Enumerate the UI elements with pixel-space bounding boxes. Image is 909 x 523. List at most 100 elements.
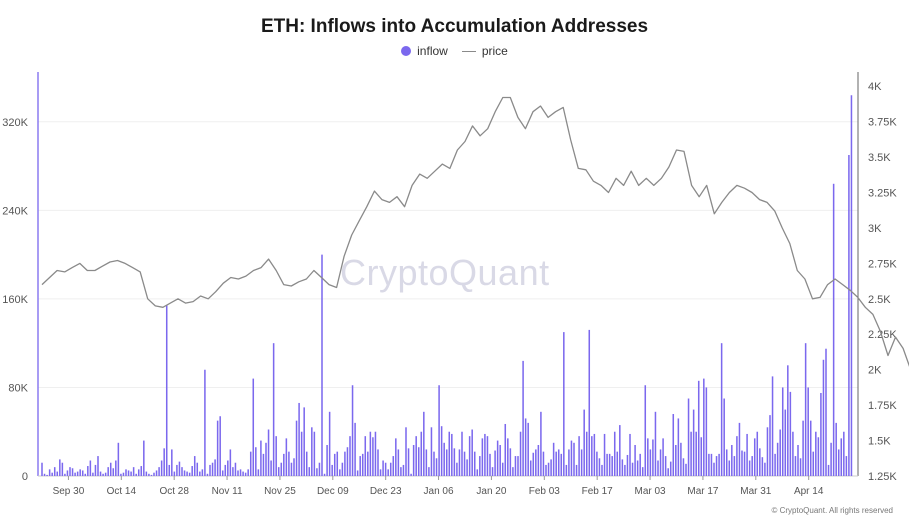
inflow-bar <box>697 380 700 476</box>
y-right-tick-label: 2.5K <box>868 294 891 306</box>
inflow-bar <box>596 451 598 476</box>
inflow-bar <box>109 462 112 476</box>
inflow-bar <box>321 254 323 476</box>
y-right-tick-label: 1.75K <box>868 400 897 412</box>
inflow-bar <box>631 462 634 476</box>
inflow-bar <box>804 343 807 476</box>
inflow-bar <box>428 467 430 476</box>
inflow-bar <box>145 471 148 476</box>
inflow-bar <box>122 472 125 476</box>
inflow-bar <box>710 453 713 476</box>
inflow-bar <box>451 433 453 476</box>
inflow-bar <box>71 468 74 476</box>
inflow-bar <box>232 467 234 476</box>
inflow-bar <box>672 414 675 476</box>
y-left-tick-label: 80K <box>8 382 28 394</box>
inflow-bar <box>837 449 840 476</box>
inflow-bar <box>344 451 346 476</box>
inflow-bar <box>155 470 158 476</box>
inflow-bar <box>489 453 491 476</box>
inflow-bar <box>690 431 692 476</box>
inflow-bar <box>237 470 239 476</box>
inflow-bar <box>456 462 458 476</box>
inflow-bar <box>731 445 733 476</box>
inflow-bar <box>535 449 537 476</box>
inflow-bar <box>664 456 667 476</box>
x-tick-label: Oct 14 <box>107 486 137 497</box>
legend-item-inflow[interactable]: inflow <box>401 44 448 58</box>
inflow-bar <box>41 462 43 476</box>
inflow-bar <box>797 445 799 476</box>
inflow-bar <box>481 438 484 476</box>
x-tick-label: Apr 14 <box>794 486 824 497</box>
inflow-bar <box>211 462 214 476</box>
inflow-bar <box>583 409 585 476</box>
inflow-bar <box>738 422 741 476</box>
inflow-bar <box>746 433 748 476</box>
inflow-bar <box>517 456 519 476</box>
inflow-bar <box>514 456 517 476</box>
inflow-bar <box>629 433 631 476</box>
inflow-bar <box>199 471 201 476</box>
inflow-bar <box>331 464 333 476</box>
inflow-bar <box>290 462 293 476</box>
inflow-bar <box>267 429 270 476</box>
inflow-bar <box>303 407 305 476</box>
inflow-bar <box>165 305 168 476</box>
inflow-bar <box>606 453 608 476</box>
x-tick-label: Jan 06 <box>424 486 454 497</box>
inflow-bar <box>143 440 145 476</box>
inflow-bar <box>359 456 361 476</box>
legend-item-price[interactable]: price <box>461 44 508 58</box>
inflow-bar <box>496 440 499 476</box>
inflow-bar <box>494 450 496 476</box>
inflow-bar <box>384 462 387 476</box>
inflow-bar <box>171 449 173 476</box>
inflow-bar <box>420 431 423 476</box>
inflow-bar <box>51 472 53 476</box>
inflow-bar <box>741 450 743 476</box>
inflow-bar <box>779 429 781 476</box>
y-right-tick-label: 1.5K <box>868 436 891 448</box>
inflow-legend-dot-icon <box>401 46 412 56</box>
inflow-bar <box>468 436 471 476</box>
inflow-bar <box>150 474 153 476</box>
inflow-bar <box>328 411 331 476</box>
inflow-bar <box>708 453 710 476</box>
y-right-tick-label: 4K <box>868 81 882 93</box>
inflow-bar <box>555 451 557 476</box>
inflow-bar <box>764 462 766 476</box>
inflow-bar <box>552 442 555 476</box>
inflow-bar <box>715 456 718 476</box>
inflow-bar <box>339 469 341 476</box>
inflow-bar <box>257 469 260 476</box>
inflow-bar <box>277 467 280 476</box>
inflow-bar <box>575 464 578 476</box>
inflow-bar <box>417 447 420 476</box>
inflow-bar <box>311 427 313 476</box>
inflow-bar <box>270 460 272 476</box>
inflow-bar <box>415 436 417 476</box>
inflow-bar <box>196 462 199 476</box>
inflow-bar <box>619 425 621 476</box>
inflow-bar <box>812 451 815 476</box>
inflow-bar <box>313 431 316 476</box>
legend-label-inflow: inflow <box>417 44 448 58</box>
inflow-bar <box>509 448 512 476</box>
inflow-bar <box>774 453 776 476</box>
inflow-bar <box>400 467 402 476</box>
inflow-bar <box>601 464 603 476</box>
inflow-bar <box>598 458 601 476</box>
inflow-bar <box>336 451 339 476</box>
inflow-bar <box>295 420 298 476</box>
inflow-bar <box>186 471 188 476</box>
inflow-bar <box>687 398 690 476</box>
inflow-bar <box>743 451 746 476</box>
inflow-bar <box>140 466 143 476</box>
inflow-bar <box>354 422 356 476</box>
inflow-bar <box>285 438 288 476</box>
inflow-bar <box>94 464 97 476</box>
inflow-bar <box>127 470 130 476</box>
inflow-bar <box>527 422 529 476</box>
inflow-bar <box>519 431 522 476</box>
